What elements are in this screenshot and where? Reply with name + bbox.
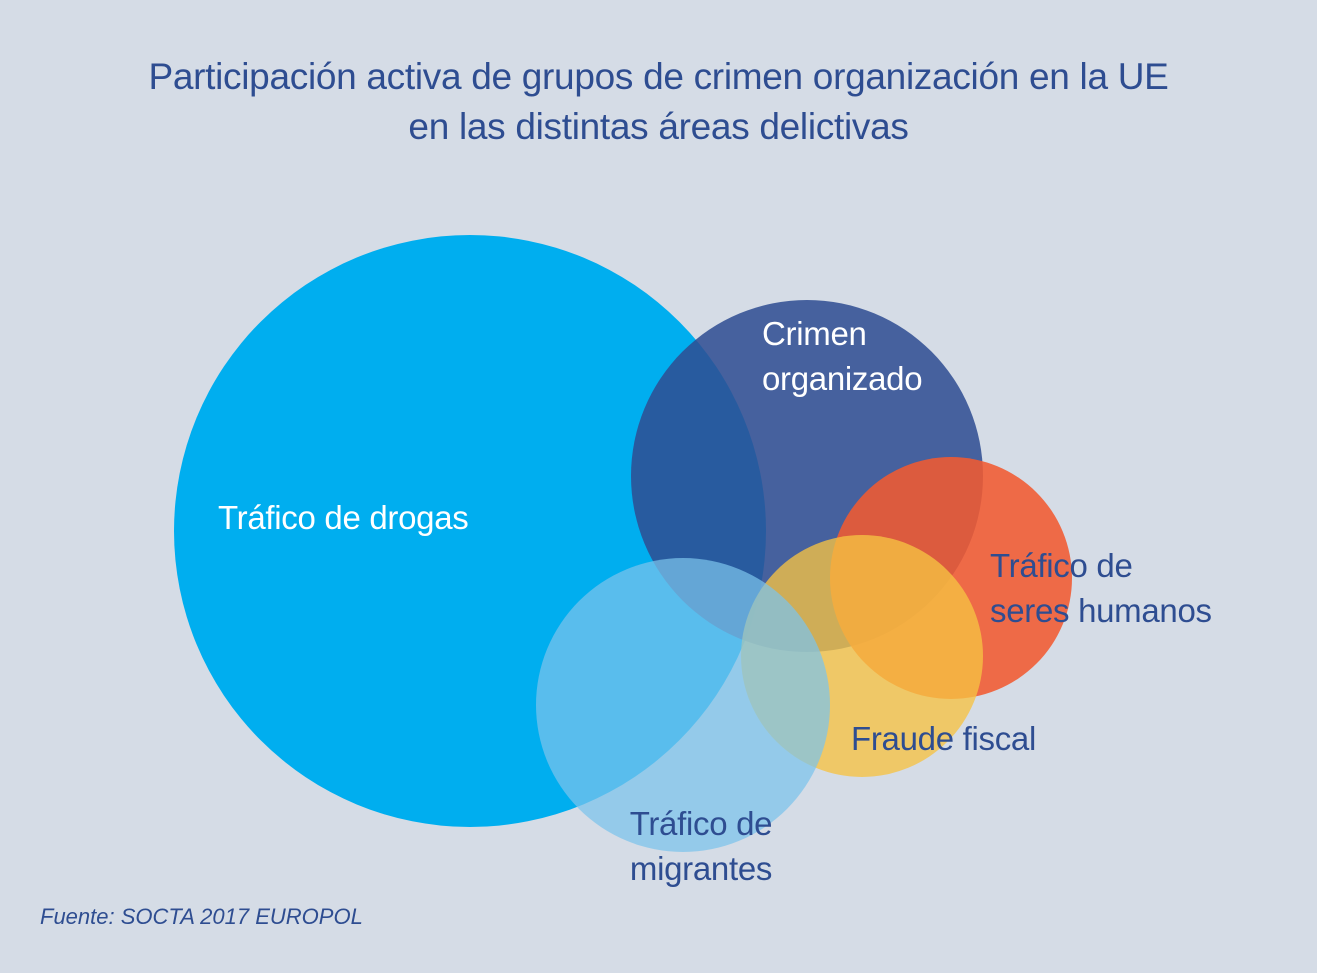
label-trafico-de-drogas-line-1: Tráfico de drogas: [218, 499, 469, 536]
source-note: Fuente: SOCTA 2017 EUROPOL: [40, 904, 363, 929]
chart-title-line-2: en las distintas áreas delictivas: [408, 106, 909, 147]
label-fraude-fiscal-line-1: Fraude fiscal: [851, 720, 1037, 757]
label-trafico-de-drogas: Tráfico de drogas: [218, 495, 469, 540]
label-trafico-de-seres-humanos-line-2: seres humanos: [990, 592, 1212, 629]
label-trafico-de-migrantes-line-2: migrantes: [629, 850, 773, 887]
circle-trafico-de-migrantes: [536, 558, 830, 852]
label-crimen-organizado: Crimen organizado: [762, 311, 923, 401]
label-trafico-de-migrantes: Tráfico de migrantes: [600, 801, 802, 891]
label-trafico-de-seres-humanos: Tráfico de seres humanos: [990, 543, 1212, 633]
label-trafico-de-migrantes-line-1: Tráfico de: [629, 805, 773, 842]
label-crimen-organizado-line-1: Crimen: [762, 315, 867, 352]
chart-title: Participación activa de grupos de crimen…: [0, 52, 1317, 152]
chart-title-line-1: Participación activa de grupos de crimen…: [148, 56, 1169, 97]
label-crimen-organizado-line-2: organizado: [762, 360, 923, 397]
label-fraude-fiscal: Fraude fiscal: [851, 716, 1036, 761]
label-trafico-de-seres-humanos-line-1: Tráfico de: [990, 547, 1133, 584]
